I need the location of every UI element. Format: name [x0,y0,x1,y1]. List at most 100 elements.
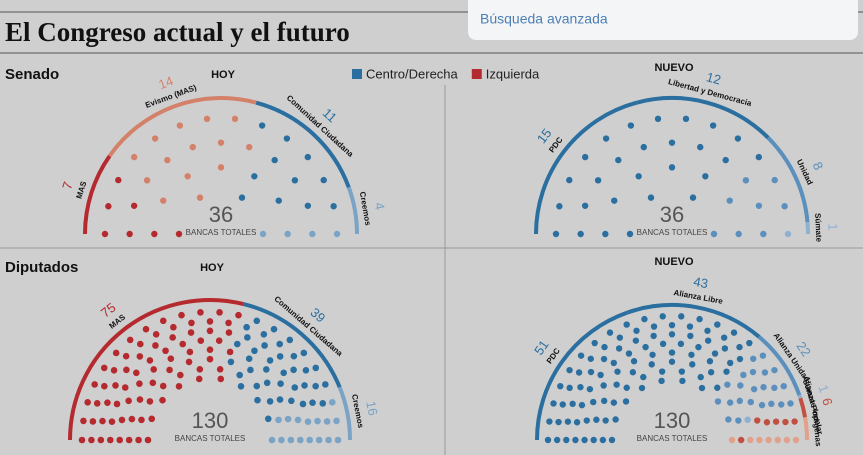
seat [309,399,316,406]
seat [602,417,609,424]
seat [290,366,297,374]
seat [722,156,729,164]
seat [104,399,111,406]
seat [750,385,758,393]
seat [287,436,295,444]
seat [152,331,160,338]
seat [706,358,714,365]
seat [702,173,709,180]
seat [178,311,185,319]
seat [612,416,619,423]
seat [686,323,694,330]
seat [787,400,794,407]
seat [550,400,557,407]
seat [755,202,763,209]
seat [593,416,600,423]
seat-count: 4 [372,201,388,211]
seat [254,396,261,404]
seat [325,436,332,444]
seat [135,436,142,444]
seat [217,164,225,171]
seat [125,436,133,444]
party-arc [636,96,770,140]
seat [126,336,134,344]
seat [276,353,284,360]
seat [245,355,253,362]
seat [559,401,566,408]
seat [258,122,266,129]
total-label: BANCAS TOTALES [637,228,708,237]
seat [650,323,658,330]
seat [606,329,614,336]
seat [217,375,225,383]
seat [735,417,742,424]
title: El Congreso actual y el futuro [5,17,350,47]
seat [601,397,608,405]
seat [136,380,143,388]
seat [159,317,167,325]
seat [581,153,589,161]
seat [632,337,640,344]
seat [678,313,685,320]
seat [278,436,285,444]
search-link[interactable]: Búsqueda avanzada [480,11,608,27]
seat [251,173,258,180]
seat [747,436,754,444]
party-arc [243,302,342,388]
seat [136,353,144,360]
seat [284,230,291,238]
chart-subtitle: NUEVO [654,62,694,74]
seat [623,384,630,391]
seat [128,415,136,423]
seat [577,352,585,359]
seat [215,337,223,345]
seat [744,416,751,423]
seat [590,436,597,444]
seat [725,416,732,423]
seat [78,436,86,444]
seat [235,311,242,319]
seat [658,377,665,385]
seat [728,436,736,444]
seat [304,418,312,425]
seat [136,396,144,403]
seat [778,401,785,408]
seat [91,381,98,388]
seat [189,143,196,151]
party-arc [797,394,803,399]
seat [177,371,184,379]
seat [566,366,573,374]
seat [253,382,261,390]
seat-count: 12 [705,69,723,87]
seat [602,230,609,238]
seat [330,203,337,210]
seat [146,398,154,405]
seat [742,177,750,184]
seat [251,347,258,355]
seat [689,194,697,201]
seat [286,336,294,344]
seat [658,368,666,375]
seat [772,418,780,425]
seat [647,194,655,201]
seat [276,340,283,348]
seat [300,349,308,357]
seat [137,340,144,348]
seat [271,156,278,164]
seat [175,383,183,390]
seat [304,153,312,161]
total-label: BANCAS TOTALES [175,434,246,443]
party-arc [337,386,352,441]
seat [112,382,119,389]
seat [654,115,662,123]
seat [306,436,314,444]
seat [162,347,169,355]
seat [323,418,331,425]
seat-count: 22 [793,339,814,359]
seat [309,230,316,238]
legend-label: Izquierda [486,66,540,81]
seat [115,176,122,184]
seat [597,371,604,379]
seat [197,309,204,316]
seat [572,436,579,444]
